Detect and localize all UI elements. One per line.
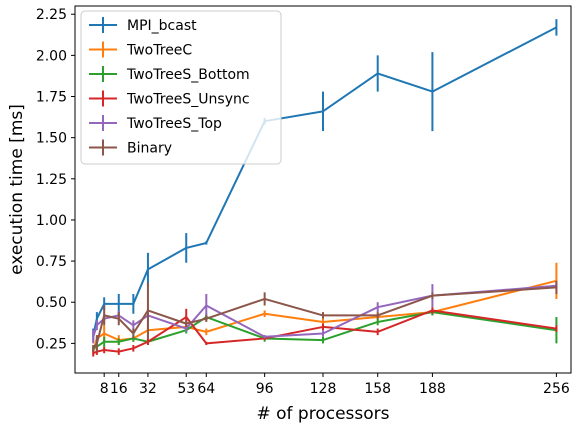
x-tick-label: 16 — [110, 381, 128, 397]
y-tick-label: 0.50 — [36, 295, 67, 311]
x-tick-label: 256 — [543, 381, 570, 397]
y-axis: 0.25 0.50 0.75 1.00 1.25 1.50 1.75 2.00 2.25 — [36, 7, 75, 352]
legend-label: TwoTreeS_Bottom — [126, 67, 250, 83]
y-tick-label: 2.00 — [36, 48, 67, 64]
y-tick-label: 0.75 — [36, 254, 67, 270]
y-tick-label: 1.25 — [36, 172, 67, 188]
x-axis-label: # of processors — [256, 404, 389, 424]
y-tick-label: 1.75 — [36, 90, 67, 106]
legend-label: TwoTreeS_Unsync — [126, 92, 250, 108]
y-tick-label: 1.00 — [36, 213, 67, 229]
x-tick-label: 32 — [139, 381, 157, 397]
y-tick-label: 0.25 — [36, 336, 67, 352]
x-axis: 8 16 32 53 64 96 128 158 188 256 — [100, 373, 570, 397]
legend: MPI_bcast TwoTreeC TwoTreeS_Bottom TwoTreeS… — [81, 11, 281, 164]
x-tick-label: 128 — [310, 381, 337, 397]
x-tick-label: 158 — [364, 381, 391, 397]
series-Binary — [93, 281, 556, 352]
y-tick-label: 1.50 — [36, 131, 67, 147]
legend-label: TwoTreeC — [126, 43, 192, 59]
y-tick-label: 2.25 — [36, 7, 67, 23]
series-TwoTreeC — [93, 263, 556, 355]
x-tick-label: 8 — [100, 381, 109, 397]
y-axis-label: execution time [ms] — [7, 104, 27, 275]
legend-label: Binary — [127, 141, 172, 157]
x-tick-label: 53 — [177, 381, 195, 397]
legend-label: MPI_bcast — [127, 18, 197, 34]
legend-label: TwoTreeS_Top — [126, 116, 222, 132]
x-tick-label: 188 — [419, 381, 446, 397]
x-tick-label: 96 — [256, 381, 274, 397]
x-tick-label: 64 — [197, 381, 215, 397]
